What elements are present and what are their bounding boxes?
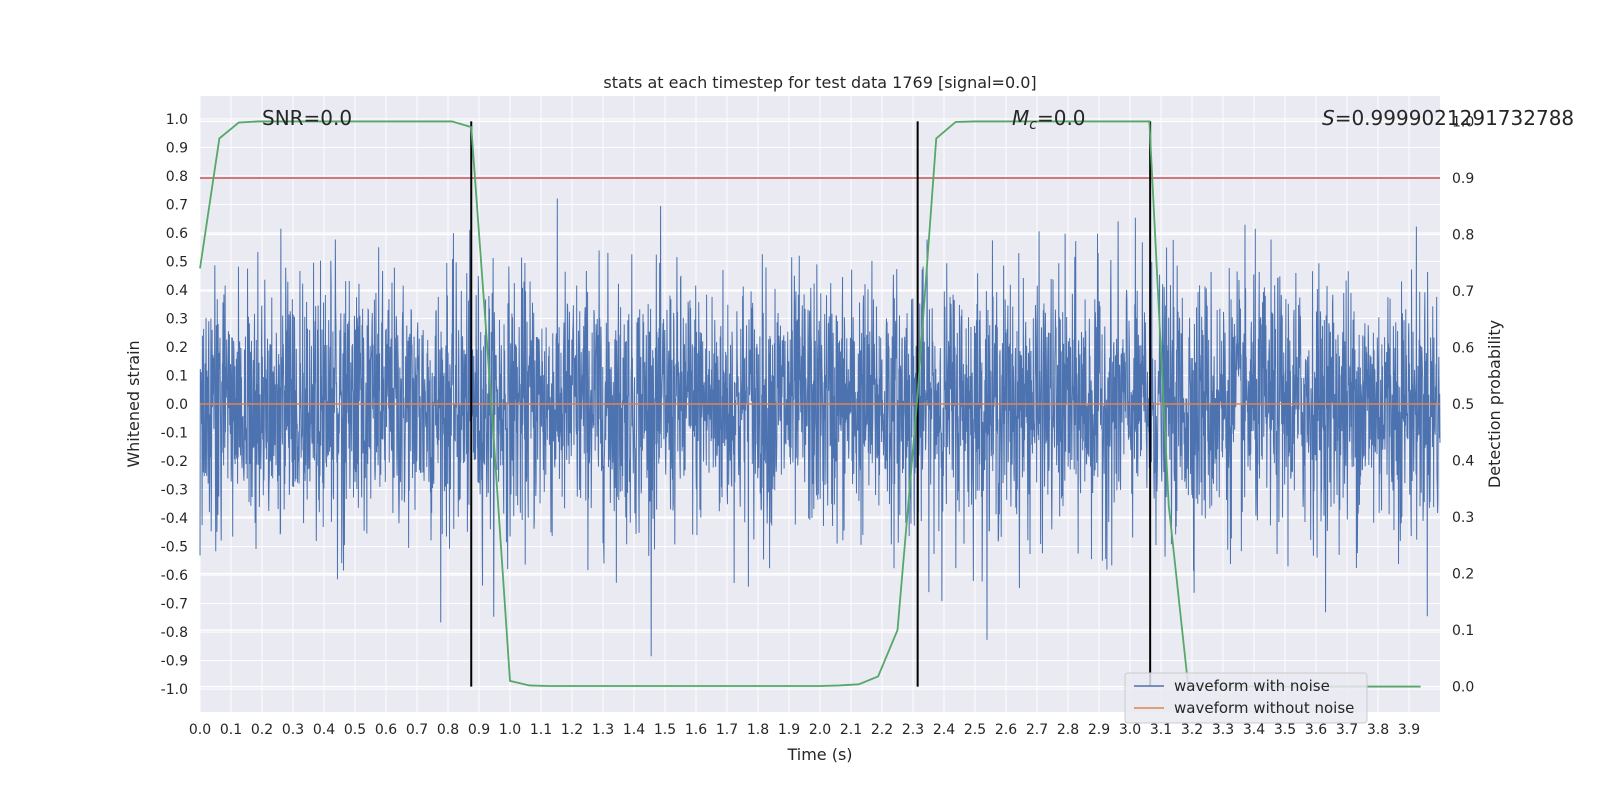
annotation-s: S=0.9999021291732788 (1322, 106, 1574, 130)
y-tick-label: 0.0 (166, 397, 188, 413)
annotation-snr: SNR=0.0 (262, 106, 352, 130)
chart-title: stats at each timestep for test data 176… (603, 73, 1036, 92)
x-tick-label: 0.8 (437, 722, 459, 738)
x-tick-label: 2.7 (1026, 722, 1048, 738)
annotation-s-value: =0.9999021291732788 (1335, 106, 1574, 130)
y-tick-label: -1.0 (161, 682, 188, 698)
y-ticks-left: 1.0 0.9 0.8 0.7 0.6 0.5 0.4 0.3 0.2 0.1 0.0 -0.1 -0.… (161, 112, 188, 698)
annotation-mc-value: =0.0 (1037, 106, 1086, 130)
series-waveform-with-noise (199, 198, 1441, 657)
x-tick-label: 0.7 (406, 722, 428, 738)
annotation-mc-symbol: M (1012, 106, 1029, 130)
x-tick-label: 0.6 (375, 722, 397, 738)
y-tick-label: -0.5 (161, 540, 188, 556)
y-tick-label-right: 0.4 (1452, 454, 1474, 470)
x-tick-label: 2.4 (933, 722, 955, 738)
y-tick-label: -0.1 (161, 426, 188, 442)
x-tick-label: 2.5 (964, 722, 986, 738)
x-tick-label: 2.9 (1088, 722, 1110, 738)
y-tick-label: 0.3 (166, 311, 188, 327)
x-tick-label: 3.4 (1243, 722, 1265, 738)
y-tick-label-right: 0.9 (1452, 171, 1474, 187)
x-tick-label: 2.6 (995, 722, 1017, 738)
x-tick-label: 3.0 (1119, 722, 1141, 738)
x-tick-label: 1.8 (747, 722, 769, 738)
x-tick-label: 3.6 (1305, 722, 1327, 738)
y-tick-label-right: 0.3 (1452, 510, 1474, 526)
y-tick-label: 0.7 (166, 197, 188, 213)
y-tick-label-right: 0.5 (1452, 397, 1474, 413)
x-tick-label: 1.3 (592, 722, 614, 738)
y-tick-label-right: 1.0 (1452, 114, 1474, 130)
x-tick-label: 3.8 (1367, 722, 1389, 738)
x-tick-label: 3.5 (1274, 722, 1296, 738)
x-tick-label: 0.9 (468, 722, 490, 738)
y-tick-label: 0.6 (166, 226, 188, 242)
y-tick-label: -0.3 (161, 483, 188, 499)
y-tick-label: -0.7 (161, 597, 188, 613)
x-tick-label: 0.1 (220, 722, 242, 738)
x-tick-label: 3.7 (1336, 722, 1358, 738)
y-tick-label: 0.9 (166, 140, 188, 156)
x-tick-label: 0.5 (344, 722, 366, 738)
y-tick-label: -0.8 (161, 625, 188, 641)
y-tick-label: 0.5 (166, 254, 188, 270)
x-tick-label: 1.0 (499, 722, 521, 738)
y-tick-label-right: 0.8 (1452, 227, 1474, 243)
x-tick-label: 2.1 (840, 722, 862, 738)
x-tick-label: 0.4 (313, 722, 335, 738)
x-tick-label: 1.1 (530, 722, 552, 738)
x-tick-label: 2.3 (902, 722, 924, 738)
x-tick-label: 2.8 (1057, 722, 1079, 738)
x-tick-label: 3.1 (1150, 722, 1172, 738)
noise-trace (199, 198, 1441, 657)
y-tick-label: -0.6 (161, 568, 188, 584)
y-ticks-right: 1.0 0.9 0.8 0.7 0.6 0.5 0.4 0.3 0.2 0.1 0.0 (1452, 114, 1474, 695)
x-tick-label: 2.2 (871, 722, 893, 738)
y-tick-label: 0.2 (166, 340, 188, 356)
y-axis-label: Whitened strain (124, 340, 143, 467)
y-tick-label-right: 0.2 (1452, 567, 1474, 583)
x-tick-label: 3.2 (1181, 722, 1203, 738)
x-tick-label: 3.9 (1398, 722, 1420, 738)
y-tick-label-right: 0.1 (1452, 623, 1474, 639)
y-tick-label: -0.2 (161, 454, 188, 470)
x-tick-label: 1.7 (716, 722, 738, 738)
x-tick-label: 3.3 (1212, 722, 1234, 738)
y-axis-label-right: Detection probability (1485, 320, 1504, 488)
x-tick-label: 1.2 (561, 722, 583, 738)
x-tick-label: 2.0 (809, 722, 831, 738)
annotation-mc-sub: c (1029, 117, 1037, 133)
y-tick-label-right: 0.6 (1452, 340, 1474, 356)
legend-label-clean: waveform without noise (1174, 699, 1354, 717)
x-tick-label: 1.5 (654, 722, 676, 738)
y-tick-label: 0.4 (166, 283, 188, 299)
x-tick-label: 0.3 (282, 722, 304, 738)
annotation-s-symbol: S (1322, 106, 1335, 130)
x-tick-label: 0.0 (189, 722, 211, 738)
y-tick-label: 0.1 (166, 368, 188, 384)
x-ticks: 0.0 0.1 0.2 0.3 0.4 0.5 0.6 0.7 0.8 0.9 1.0 1.1 1.2 1… (189, 722, 1420, 738)
legend-box (1124, 672, 1368, 724)
legend: waveform with noise waveform without noi… (1124, 672, 1368, 724)
x-tick-label: 1.9 (778, 722, 800, 738)
y-tick-label-right: 0.0 (1452, 680, 1474, 696)
y-tick-label: 0.8 (166, 169, 188, 185)
y-tick-label: -0.4 (161, 511, 188, 527)
annotation-mc: Mc=0.0 (1012, 106, 1086, 133)
legend-label-noise: waveform with noise (1174, 677, 1330, 695)
y-tick-label: -0.9 (161, 654, 188, 670)
y-tick-label: 1.0 (166, 112, 188, 128)
x-tick-label: 1.4 (623, 722, 645, 738)
x-axis-label: Time (s) (786, 745, 852, 764)
x-tick-label: 1.6 (685, 722, 707, 738)
x-tick-label: 0.2 (251, 722, 273, 738)
y-tick-label-right: 0.7 (1452, 284, 1474, 300)
